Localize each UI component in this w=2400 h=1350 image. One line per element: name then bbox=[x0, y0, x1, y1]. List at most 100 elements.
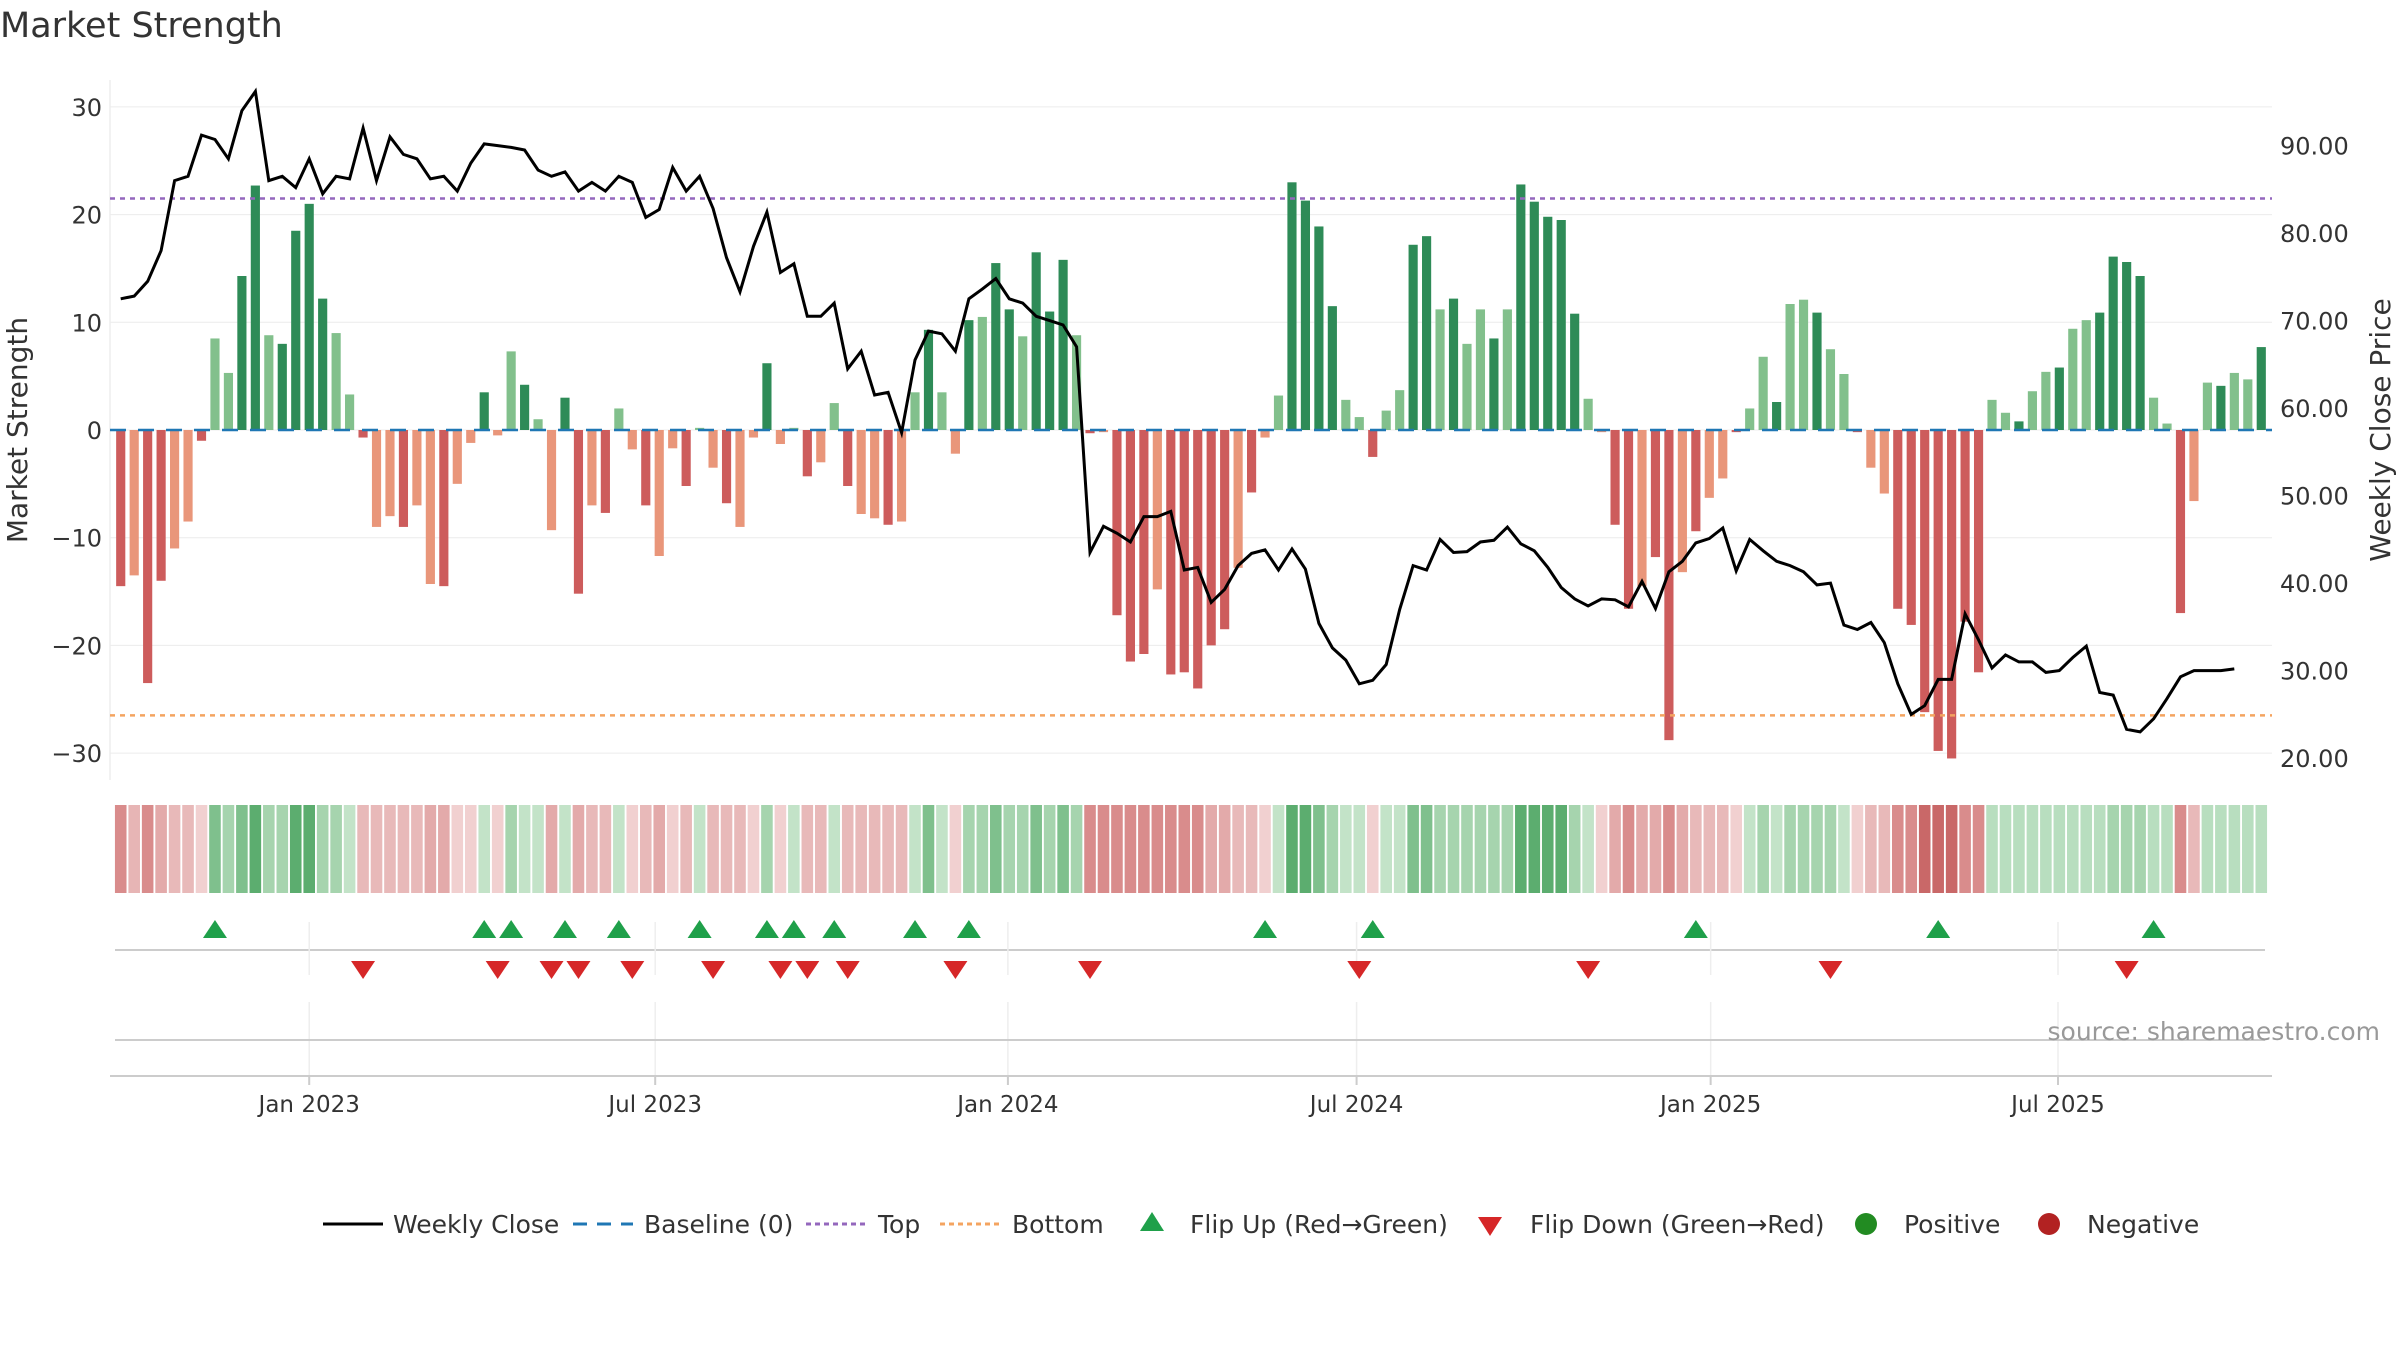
regime-cell bbox=[909, 805, 921, 893]
strength-bar bbox=[1906, 430, 1916, 625]
regime-cell bbox=[1582, 805, 1594, 893]
strength-bar bbox=[2135, 276, 2145, 430]
strength-bar bbox=[1489, 338, 1499, 430]
flip-up-marker bbox=[1683, 920, 1708, 938]
strength-bar bbox=[1314, 226, 1324, 430]
regime-cell bbox=[1030, 805, 1042, 893]
flip-down-marker bbox=[566, 961, 591, 979]
regime-cell bbox=[599, 805, 612, 893]
right-y-tick-label: 60.00 bbox=[2280, 395, 2349, 423]
strength-bar bbox=[1502, 309, 1512, 430]
strength-bar bbox=[493, 430, 503, 436]
regime-cell bbox=[1366, 805, 1379, 893]
regime-cell bbox=[1447, 805, 1460, 893]
strength-bar bbox=[1381, 410, 1391, 430]
strength-bar bbox=[1583, 398, 1593, 430]
regime-cell bbox=[128, 805, 140, 893]
regime-cell bbox=[1070, 805, 1083, 893]
strength-bar bbox=[991, 263, 1001, 430]
strength-bar bbox=[1422, 236, 1432, 430]
regime-cell bbox=[1151, 805, 1164, 893]
strength-bar bbox=[1839, 374, 1849, 430]
regime-cell bbox=[1313, 805, 1325, 893]
strength-bar bbox=[2202, 382, 2212, 430]
legend-label: Flip Down (Green→Red) bbox=[1530, 1210, 1825, 1239]
strength-bar bbox=[345, 394, 355, 430]
regime-cell bbox=[114, 805, 127, 893]
regime-cell bbox=[1097, 805, 1110, 893]
regime-cell bbox=[2228, 805, 2241, 893]
regime-cell bbox=[343, 805, 356, 893]
regime-cell bbox=[936, 805, 948, 893]
regime-cell bbox=[236, 805, 248, 893]
right-y-axis: 90.00 80.00 70.00 60.00 50.00 40.00 30.00 20.00 bbox=[2280, 133, 2349, 774]
regime-cell bbox=[666, 805, 679, 893]
strength-bar bbox=[856, 430, 866, 514]
regime-cell bbox=[303, 805, 315, 893]
strength-bar bbox=[1933, 430, 1943, 751]
right-y-tick-label: 90.00 bbox=[2280, 133, 2349, 161]
flip-up-marker bbox=[781, 920, 806, 938]
strength-bar bbox=[1085, 430, 1095, 434]
right-y-tick-label: 40.00 bbox=[2280, 570, 2349, 598]
strength-bar bbox=[1947, 430, 1957, 759]
strength-bar bbox=[2108, 256, 2118, 430]
regime-cell bbox=[316, 805, 329, 893]
strength-bar bbox=[183, 430, 193, 522]
strength-bar bbox=[1516, 184, 1526, 430]
regime-cell bbox=[1218, 805, 1231, 893]
strength-bar bbox=[1610, 430, 1620, 525]
chart-title: Market Strength bbox=[0, 6, 283, 46]
strength-bar bbox=[587, 430, 597, 506]
regime-cell bbox=[411, 805, 423, 893]
strength-bar bbox=[1920, 430, 1930, 713]
strength-bar bbox=[439, 430, 449, 587]
regime-cell bbox=[2242, 805, 2254, 893]
regime-cell bbox=[2053, 805, 2066, 893]
strength-bar bbox=[520, 384, 530, 430]
strength-bar bbox=[1785, 304, 1795, 430]
regime-cell bbox=[1811, 805, 1823, 893]
strength-bar bbox=[1570, 313, 1580, 430]
strength-bar bbox=[2041, 371, 2051, 430]
strength-bar bbox=[1664, 430, 1674, 741]
regime-cell bbox=[1703, 805, 1716, 893]
regime-cell bbox=[2120, 805, 2133, 893]
strength-bar bbox=[896, 430, 907, 522]
strength-bar bbox=[223, 372, 234, 430]
regime-cell bbox=[424, 805, 437, 893]
regime-cell bbox=[572, 805, 585, 893]
strength-bar bbox=[560, 397, 570, 430]
regime-cell bbox=[990, 805, 1002, 893]
regime-cell bbox=[1380, 805, 1392, 893]
legend-dot bbox=[1855, 1213, 1877, 1235]
strength-bar bbox=[762, 363, 772, 430]
strength-bar bbox=[1650, 430, 1661, 558]
regime-cell bbox=[1515, 805, 1527, 893]
regime-cell bbox=[545, 805, 558, 893]
regime-cell bbox=[1824, 805, 1837, 893]
strength-bar bbox=[1287, 182, 1297, 430]
strength-bar bbox=[1745, 408, 1755, 430]
strength-bar bbox=[600, 430, 610, 513]
regime-cell bbox=[464, 805, 477, 893]
regime-cell bbox=[330, 805, 342, 893]
regime-cell bbox=[1986, 805, 1998, 893]
strength-bar bbox=[1045, 311, 1055, 430]
strength-bar bbox=[1435, 309, 1445, 430]
strength-bar bbox=[116, 430, 126, 587]
regime-cell bbox=[1797, 805, 1810, 893]
regime-cell bbox=[1488, 805, 1500, 893]
regime-cell bbox=[2040, 805, 2052, 893]
strength-bar bbox=[1987, 399, 1997, 430]
regime-cell bbox=[2026, 805, 2039, 893]
source-note: source: sharemaestro.com bbox=[2048, 1017, 2381, 1046]
regime-cell bbox=[2134, 805, 2146, 893]
strength-bar bbox=[1206, 430, 1216, 646]
strength-bar bbox=[2122, 262, 2132, 430]
strength-bar bbox=[829, 403, 839, 430]
strength-bar bbox=[1529, 201, 1539, 430]
strength-bar bbox=[1623, 430, 1634, 609]
regime-cell bbox=[2201, 805, 2214, 893]
flip-up-marker bbox=[1360, 920, 1385, 938]
